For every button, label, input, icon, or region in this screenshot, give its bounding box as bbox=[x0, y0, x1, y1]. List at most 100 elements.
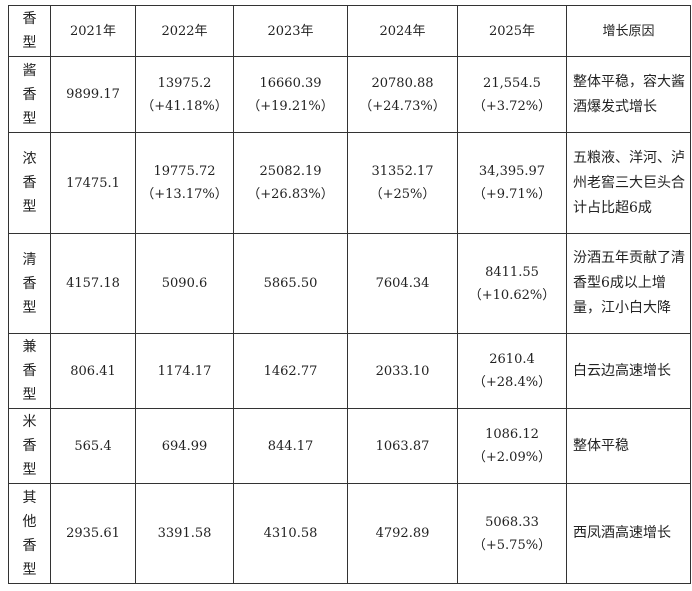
value-2024: 20780.88 bbox=[371, 75, 434, 91]
aroma-type: 其他香型 bbox=[22, 489, 37, 578]
table-row: 米香型 565.4 694.99 844.17 1063.87 1086.12 （+2.09… bbox=[8, 408, 691, 484]
table-row: 酱香型 9899.17 13975.2 （+41.18%） 16660.39 （+19.2… bbox=[8, 56, 691, 133]
table-row: 浓香型 17475.1 19775.72 （+13.17%） 25082.19 （+26.… bbox=[8, 132, 691, 234]
change-2025: （+2.09%） bbox=[472, 450, 552, 465]
aroma-type-cell: 酱香型 bbox=[8, 56, 51, 133]
value-2023: 16660.39 bbox=[259, 75, 322, 91]
value-2022: 3391.58 bbox=[157, 526, 212, 541]
value-2021: 4157.18 bbox=[50, 233, 136, 334]
growth-reason: 白云边高速增长 bbox=[566, 333, 691, 409]
cell-2023: 4310.58 bbox=[233, 483, 348, 584]
value-2021: 9899.17 bbox=[50, 56, 136, 133]
growth-reason: 汾酒五年贡献了清香型6成以上增量，江小白大降 bbox=[566, 233, 691, 334]
header-2022: 2022年 bbox=[135, 5, 234, 57]
cell-2023: 844.17 bbox=[233, 408, 348, 484]
liquor-aroma-sales-table: 香型 2021年 2022年 2023年 2024年 2025年 增长原因 酱香… bbox=[8, 5, 691, 584]
cell-2022: 3391.58 bbox=[135, 483, 234, 584]
change-2025: （+5.75%） bbox=[472, 537, 552, 553]
value-2023: 844.17 bbox=[267, 438, 314, 454]
cell-2024: 4792.89 bbox=[347, 483, 458, 584]
aroma-type: 米香型 bbox=[22, 414, 37, 478]
change-2024: （+25%） bbox=[369, 187, 436, 202]
value-2021: 17475.1 bbox=[50, 132, 136, 234]
cell-2025: 1086.12 （+2.09%） bbox=[457, 408, 567, 484]
header-2023: 2023年 bbox=[233, 5, 348, 57]
aroma-type-cell: 米香型 bbox=[8, 408, 51, 484]
value-2022: 5090.6 bbox=[161, 276, 208, 291]
growth-reason: 五粮液、洋河、泸州老窖三大巨头合计占比超6成 bbox=[566, 132, 691, 234]
cell-2024: 1063.87 bbox=[347, 408, 458, 484]
table-row: 其他香型 2935.61 3391.58 4310.58 4792.89 5068.33 （… bbox=[8, 483, 691, 584]
value-2021: 565.4 bbox=[50, 408, 136, 484]
value-2025: 5068.33 bbox=[485, 514, 539, 530]
cell-2024: 20780.88 （+24.73%） bbox=[347, 56, 458, 133]
cell-2022: 1174.17 bbox=[135, 333, 234, 409]
growth-reason: 整体平稳，容大酱酒爆发式增长 bbox=[566, 56, 691, 133]
change-2025: （+28.4%） bbox=[472, 375, 552, 390]
cell-2023: 25082.19 （+26.83%） bbox=[233, 132, 348, 234]
value-2025: 34,395.97 bbox=[478, 164, 546, 179]
value-2023: 5865.50 bbox=[263, 276, 318, 291]
value-2023: 4310.58 bbox=[263, 526, 318, 541]
value-2022: 19775.72 bbox=[153, 164, 216, 179]
cell-2023: 5865.50 bbox=[233, 233, 348, 334]
change-2022: （+13.17%） bbox=[141, 187, 228, 202]
change-2025: （+10.62%） bbox=[468, 287, 556, 303]
cell-2023: 16660.39 （+19.21%） bbox=[233, 56, 348, 133]
cell-2022: 19775.72 （+13.17%） bbox=[135, 132, 234, 234]
value-2022: 1174.17 bbox=[157, 363, 212, 379]
change-2025: （+9.71%） bbox=[472, 187, 552, 202]
cell-2023: 1462.77 bbox=[233, 333, 348, 409]
cell-2024: 7604.34 bbox=[347, 233, 458, 334]
header-2024: 2024年 bbox=[347, 5, 458, 57]
cell-2025: 21,554.5 （+3.72%） bbox=[457, 56, 567, 133]
value-2021: 2935.61 bbox=[50, 483, 136, 584]
cell-2024: 31352.17 （+25%） bbox=[347, 132, 458, 234]
header-row: 香型 2021年 2022年 2023年 2024年 2025年 增长原因 bbox=[8, 5, 691, 57]
value-2024: 1063.87 bbox=[375, 438, 430, 454]
value-2022: 694.99 bbox=[161, 438, 208, 454]
header-2025: 2025年 bbox=[457, 5, 567, 57]
change-2025: （+3.72%） bbox=[472, 98, 552, 114]
cell-2022: 5090.6 bbox=[135, 233, 234, 334]
header-aroma-type-text: 香型 bbox=[22, 11, 37, 51]
cell-2025: 34,395.97 （+9.71%） bbox=[457, 132, 567, 234]
aroma-type-cell: 清香型 bbox=[8, 233, 51, 334]
change-2022: （+41.18%） bbox=[141, 98, 228, 114]
value-2021: 806.41 bbox=[50, 333, 136, 409]
cell-2025: 8411.55 （+10.62%） bbox=[457, 233, 567, 334]
aroma-type-cell: 浓香型 bbox=[8, 132, 51, 234]
cell-2025: 5068.33 （+5.75%） bbox=[457, 483, 567, 584]
change-2024: （+24.73%） bbox=[359, 98, 446, 114]
aroma-type: 浓香型 bbox=[22, 151, 37, 215]
value-2024: 4792.89 bbox=[375, 526, 430, 541]
aroma-type-cell: 其他香型 bbox=[8, 483, 51, 584]
value-2025: 1086.12 bbox=[485, 427, 539, 442]
cell-2022: 13975.2 （+41.18%） bbox=[135, 56, 234, 133]
value-2022: 13975.2 bbox=[157, 75, 212, 91]
header-2021: 2021年 bbox=[50, 5, 136, 57]
aroma-type: 清香型 bbox=[22, 251, 37, 316]
growth-reason: 西凤酒高速增长 bbox=[566, 483, 691, 584]
value-2024: 31352.17 bbox=[371, 164, 434, 179]
value-2025: 2610.4 bbox=[489, 352, 535, 367]
value-2025: 8411.55 bbox=[485, 264, 539, 280]
cell-2022: 694.99 bbox=[135, 408, 234, 484]
growth-reason: 整体平稳 bbox=[566, 408, 691, 484]
cell-2025: 2610.4 （+28.4%） bbox=[457, 333, 567, 409]
aroma-type-cell: 兼香型 bbox=[8, 333, 51, 409]
aroma-type: 兼香型 bbox=[22, 339, 37, 403]
value-2024: 2033.10 bbox=[375, 363, 430, 379]
header-reason: 增长原因 bbox=[566, 5, 691, 57]
change-2023: （+19.21%） bbox=[247, 98, 334, 114]
table-row: 清香型 4157.18 5090.6 5865.50 7604.34 8411.55 （+1… bbox=[8, 233, 691, 334]
header-aroma-type: 香型 bbox=[8, 5, 51, 57]
value-2024: 7604.34 bbox=[375, 276, 430, 291]
table-row: 兼香型 806.41 1174.17 1462.77 2033.10 2610.4 （+28… bbox=[8, 333, 691, 409]
change-2023: （+26.83%） bbox=[247, 187, 334, 202]
aroma-type: 酱香型 bbox=[22, 62, 37, 127]
value-2023: 1462.77 bbox=[263, 363, 318, 379]
cell-2024: 2033.10 bbox=[347, 333, 458, 409]
value-2023: 25082.19 bbox=[259, 164, 322, 179]
value-2025: 21,554.5 bbox=[483, 75, 541, 91]
